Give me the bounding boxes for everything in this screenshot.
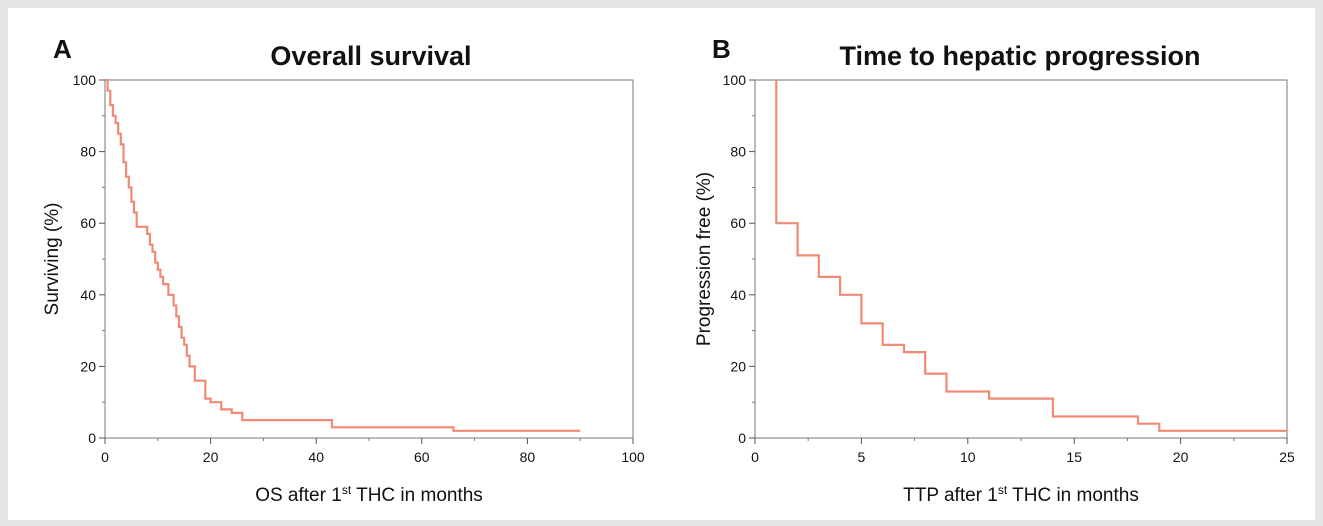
panel-b-y-ticks: 0 20 40 60 80 100 — [723, 72, 755, 446]
panel-a-survival-curve — [105, 78, 581, 432]
x-tick-label: 0 — [101, 449, 109, 465]
panel-b-x-label: TTP after 1st THC in months — [903, 483, 1139, 506]
x-tick-label: 5 — [858, 449, 866, 465]
y-tick-label: 60 — [80, 215, 96, 231]
panel-b-plot-frame — [754, 79, 1288, 439]
panel-b-x-label-pre: TTP after 1 — [903, 485, 998, 506]
panel-a-plot-frame — [104, 79, 634, 439]
y-tick-label: 20 — [730, 358, 746, 374]
y-tick-label: 80 — [730, 144, 746, 160]
panel-b-x-ticks: 0 5 10 15 20 25 — [751, 438, 1295, 465]
y-tick-label: 60 — [730, 215, 746, 231]
x-tick-label: 25 — [1279, 449, 1295, 465]
x-tick-label: 10 — [960, 449, 976, 465]
panel-a-letter: A — [53, 34, 72, 64]
y-tick-label: 40 — [80, 287, 96, 303]
y-tick-label: 40 — [730, 287, 746, 303]
x-tick-label: 80 — [520, 449, 536, 465]
x-tick-label: 15 — [1066, 449, 1082, 465]
panel-a-x-label-post: THC in months — [351, 485, 483, 506]
figure-panel: A Overall survival 0 20 40 60 80 100 0 20 40 60 8… — [8, 8, 1315, 520]
panel-a-x-ticks: 0 20 40 60 80 100 — [101, 438, 645, 465]
panel-b: B Time to hepatic progression 0 20 40 60 80 1… — [694, 34, 1295, 506]
panel-b-y-label: Progression free (%) — [694, 172, 715, 346]
panel-b-letter: B — [712, 34, 731, 64]
x-tick-label: 20 — [1173, 449, 1189, 465]
panel-b-progression-curve — [775, 80, 1287, 432]
panel-a: A Overall survival 0 20 40 60 80 100 0 20 40 60 8… — [42, 34, 645, 506]
panel-a-x-label-sup: st — [342, 483, 352, 497]
panel-b-x-label-sup: st — [998, 483, 1008, 497]
x-tick-label: 40 — [308, 449, 324, 465]
panel-a-y-ticks: 0 20 40 60 80 100 — [73, 72, 105, 446]
y-tick-label: 20 — [80, 358, 96, 374]
y-tick-label: 0 — [738, 430, 746, 446]
panel-b-title: Time to hepatic progression — [839, 41, 1200, 71]
y-tick-label: 0 — [88, 430, 96, 446]
panel-a-y-label: Surviving (%) — [42, 203, 63, 316]
panel-a-title: Overall survival — [270, 41, 471, 71]
x-tick-label: 20 — [203, 449, 219, 465]
panel-a-x-label: OS after 1st THC in months — [255, 483, 483, 506]
x-tick-label: 60 — [414, 449, 430, 465]
y-tick-label: 100 — [73, 72, 97, 88]
y-tick-label: 80 — [80, 144, 96, 160]
panel-a-x-label-pre: OS after 1 — [255, 485, 342, 506]
panel-b-x-label-post: THC in months — [1007, 485, 1139, 506]
x-tick-label: 0 — [751, 449, 759, 465]
y-tick-label: 100 — [723, 72, 747, 88]
x-tick-label: 100 — [621, 449, 645, 465]
